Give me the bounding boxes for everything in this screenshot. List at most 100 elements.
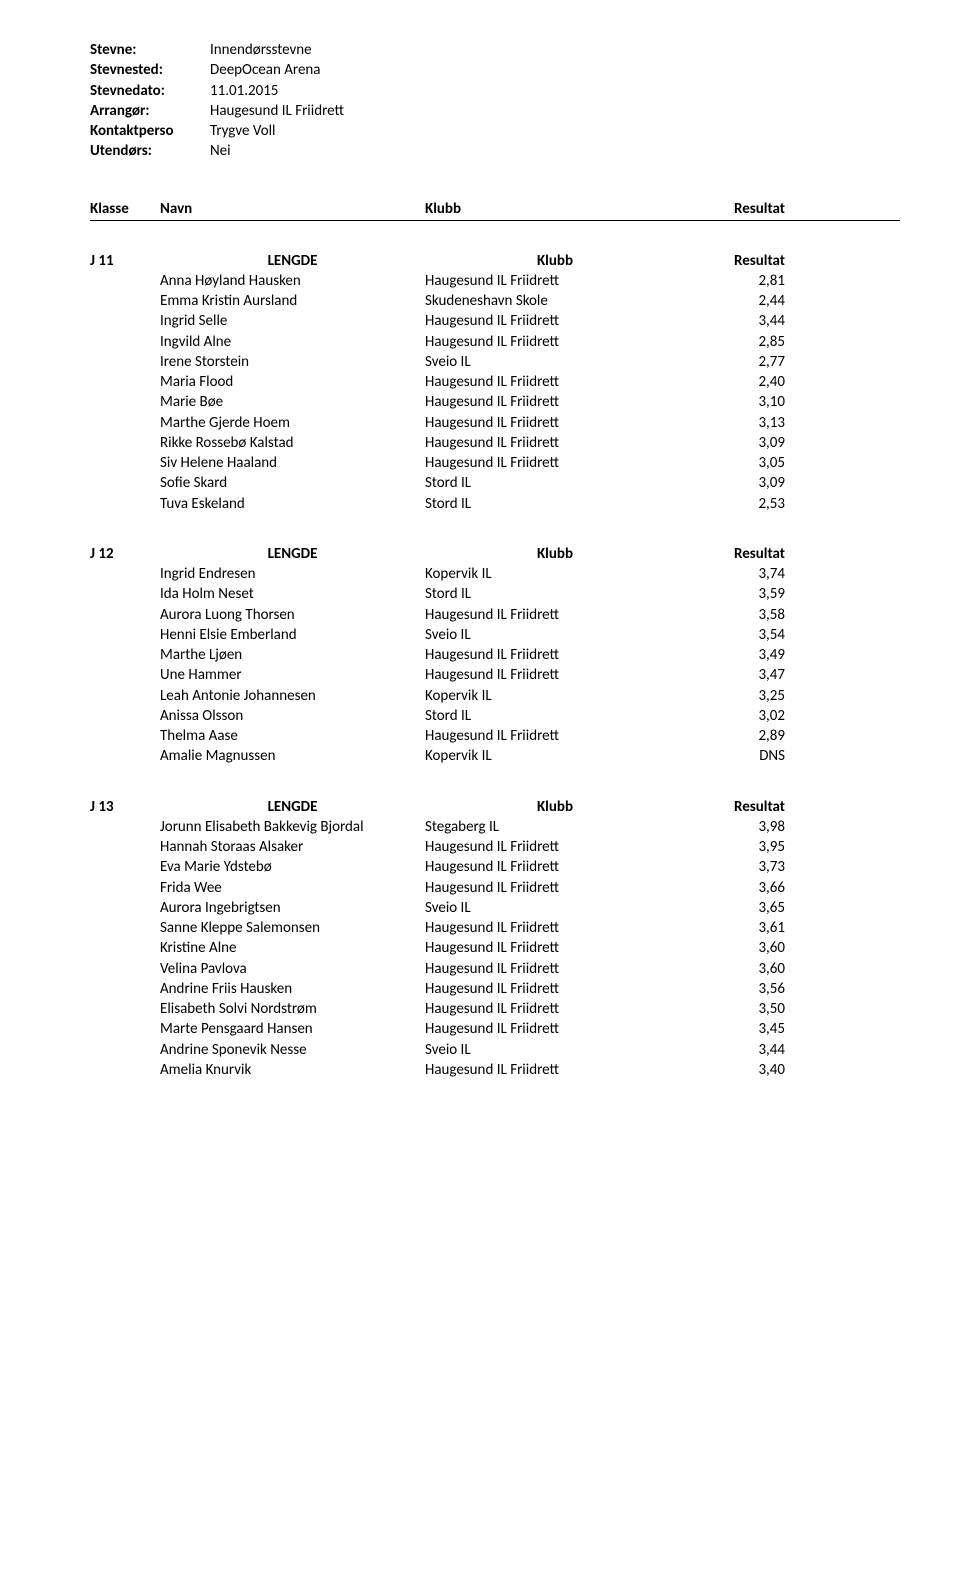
section-event: LENGDE — [160, 251, 425, 271]
meta-label: Stevne: — [90, 40, 210, 60]
row-klubb: Stord IL — [425, 473, 685, 493]
row-klubb: Haugesund IL Friidrett — [425, 1019, 685, 1039]
row-klubb: Stord IL — [425, 494, 685, 514]
row-indent — [90, 878, 160, 898]
row-klubb: Haugesund IL Friidrett — [425, 311, 685, 331]
row-klubb: Haugesund IL Friidrett — [425, 433, 685, 453]
row-resultat: 3,74 — [685, 564, 785, 584]
table-row: Ingrid SelleHaugesund IL Friidrett3,44 — [90, 311, 900, 331]
row-navn: Rikke Rossebø Kalstad — [160, 433, 425, 453]
row-resultat: 3,95 — [685, 837, 785, 857]
row-navn: Maria Flood — [160, 372, 425, 392]
section-header: J 11LENGDEKlubbResultat — [90, 251, 900, 271]
meta-row-stevne: Stevne: Innendørsstevne — [90, 40, 900, 60]
row-indent — [90, 1019, 160, 1039]
row-klubb: Kopervik IL — [425, 686, 685, 706]
row-indent — [90, 1060, 160, 1080]
row-indent — [90, 605, 160, 625]
row-klubb: Stord IL — [425, 584, 685, 604]
row-navn: Andrine Sponevik Nesse — [160, 1040, 425, 1060]
row-indent — [90, 746, 160, 766]
row-klubb: Haugesund IL Friidrett — [425, 372, 685, 392]
row-navn: Marthe Gjerde Hoem — [160, 413, 425, 433]
row-resultat: 3,02 — [685, 706, 785, 726]
row-indent — [90, 372, 160, 392]
table-header: Klasse Navn Klubb Resultat — [90, 200, 900, 221]
table-row: Amalie MagnussenKopervik ILDNS — [90, 746, 900, 766]
row-indent — [90, 1040, 160, 1060]
section-klasse: J 12 — [90, 544, 160, 564]
row-resultat: 3,61 — [685, 918, 785, 938]
row-navn: Irene Storstein — [160, 352, 425, 372]
row-resultat: 3,50 — [685, 999, 785, 1019]
row-navn: Emma Kristin Aursland — [160, 291, 425, 311]
row-indent — [90, 645, 160, 665]
table-row: Eva Marie YdstebøHaugesund IL Friidrett3… — [90, 857, 900, 877]
row-klubb: Haugesund IL Friidrett — [425, 938, 685, 958]
row-navn: Ingrid Selle — [160, 311, 425, 331]
row-indent — [90, 494, 160, 514]
row-resultat: 3,60 — [685, 959, 785, 979]
row-navn: Tuva Eskeland — [160, 494, 425, 514]
results-section: J 13LENGDEKlubbResultatJorunn Elisabeth … — [90, 797, 900, 1081]
row-navn: Amalie Magnussen — [160, 746, 425, 766]
table-row: Jorunn Elisabeth Bakkevig BjordalStegabe… — [90, 817, 900, 837]
row-resultat: 3,09 — [685, 433, 785, 453]
row-klubb: Sveio IL — [425, 625, 685, 645]
row-resultat: 2,44 — [685, 291, 785, 311]
section-resultat-hdr: Resultat — [685, 797, 785, 817]
row-indent — [90, 938, 160, 958]
section-event: LENGDE — [160, 797, 425, 817]
meta-row-stevnedato: Stevnedato: 11.01.2015 — [90, 81, 900, 101]
row-resultat: 3,25 — [685, 686, 785, 706]
row-klubb: Skudeneshavn Skole — [425, 291, 685, 311]
row-resultat: 3,59 — [685, 584, 785, 604]
table-row: Thelma AaseHaugesund IL Friidrett2,89 — [90, 726, 900, 746]
row-navn: Hannah Storaas Alsaker — [160, 837, 425, 857]
row-resultat: 3,09 — [685, 473, 785, 493]
row-indent — [90, 271, 160, 291]
row-indent — [90, 918, 160, 938]
row-indent — [90, 413, 160, 433]
row-resultat: 3,73 — [685, 857, 785, 877]
section-resultat-hdr: Resultat — [685, 251, 785, 271]
meta-label: Stevnedato: — [90, 81, 210, 101]
meta-label: Arrangør: — [90, 101, 210, 121]
results-section: J 11LENGDEKlubbResultatAnna Høyland Haus… — [90, 251, 900, 514]
row-klubb: Haugesund IL Friidrett — [425, 665, 685, 685]
meta-row-arrangor: Arrangør: Haugesund IL Friidrett — [90, 101, 900, 121]
row-klubb: Haugesund IL Friidrett — [425, 918, 685, 938]
row-klubb: Kopervik IL — [425, 564, 685, 584]
row-indent — [90, 686, 160, 706]
row-resultat: 2,53 — [685, 494, 785, 514]
row-klubb: Haugesund IL Friidrett — [425, 605, 685, 625]
meta-block: Stevne: Innendørsstevne Stevnested: Deep… — [90, 40, 900, 162]
meta-row-stevnested: Stevnested: DeepOcean Arena — [90, 60, 900, 80]
row-navn: Ingvild Alne — [160, 332, 425, 352]
table-row: Anissa OlssonStord IL3,02 — [90, 706, 900, 726]
row-indent — [90, 625, 160, 645]
meta-row-kontaktperson: Kontaktperso Trygve Voll — [90, 121, 900, 141]
row-indent — [90, 473, 160, 493]
row-indent — [90, 352, 160, 372]
table-row: Tuva EskelandStord IL2,53 — [90, 494, 900, 514]
section-klubb-hdr: Klubb — [425, 251, 685, 271]
row-navn: Ida Holm Neset — [160, 584, 425, 604]
row-resultat: 3,44 — [685, 311, 785, 331]
row-navn: Aurora Luong Thorsen — [160, 605, 425, 625]
row-indent — [90, 332, 160, 352]
table-row: Ingrid EndresenKopervik IL3,74 — [90, 564, 900, 584]
row-klubb: Sveio IL — [425, 898, 685, 918]
row-navn: Frida Wee — [160, 878, 425, 898]
row-klubb: Sveio IL — [425, 352, 685, 372]
table-row: Elisabeth Solvi NordstrømHaugesund IL Fr… — [90, 999, 900, 1019]
hdr-klasse: Klasse — [90, 200, 160, 218]
row-navn: Marthe Ljøen — [160, 645, 425, 665]
row-navn: Amelia Knurvik — [160, 1060, 425, 1080]
row-navn: Marte Pensgaard Hansen — [160, 1019, 425, 1039]
table-row: Rikke Rossebø KalstadHaugesund IL Friidr… — [90, 433, 900, 453]
table-row: Aurora IngebrigtsenSveio IL3,65 — [90, 898, 900, 918]
row-indent — [90, 433, 160, 453]
row-klubb: Stord IL — [425, 706, 685, 726]
row-indent — [90, 837, 160, 857]
